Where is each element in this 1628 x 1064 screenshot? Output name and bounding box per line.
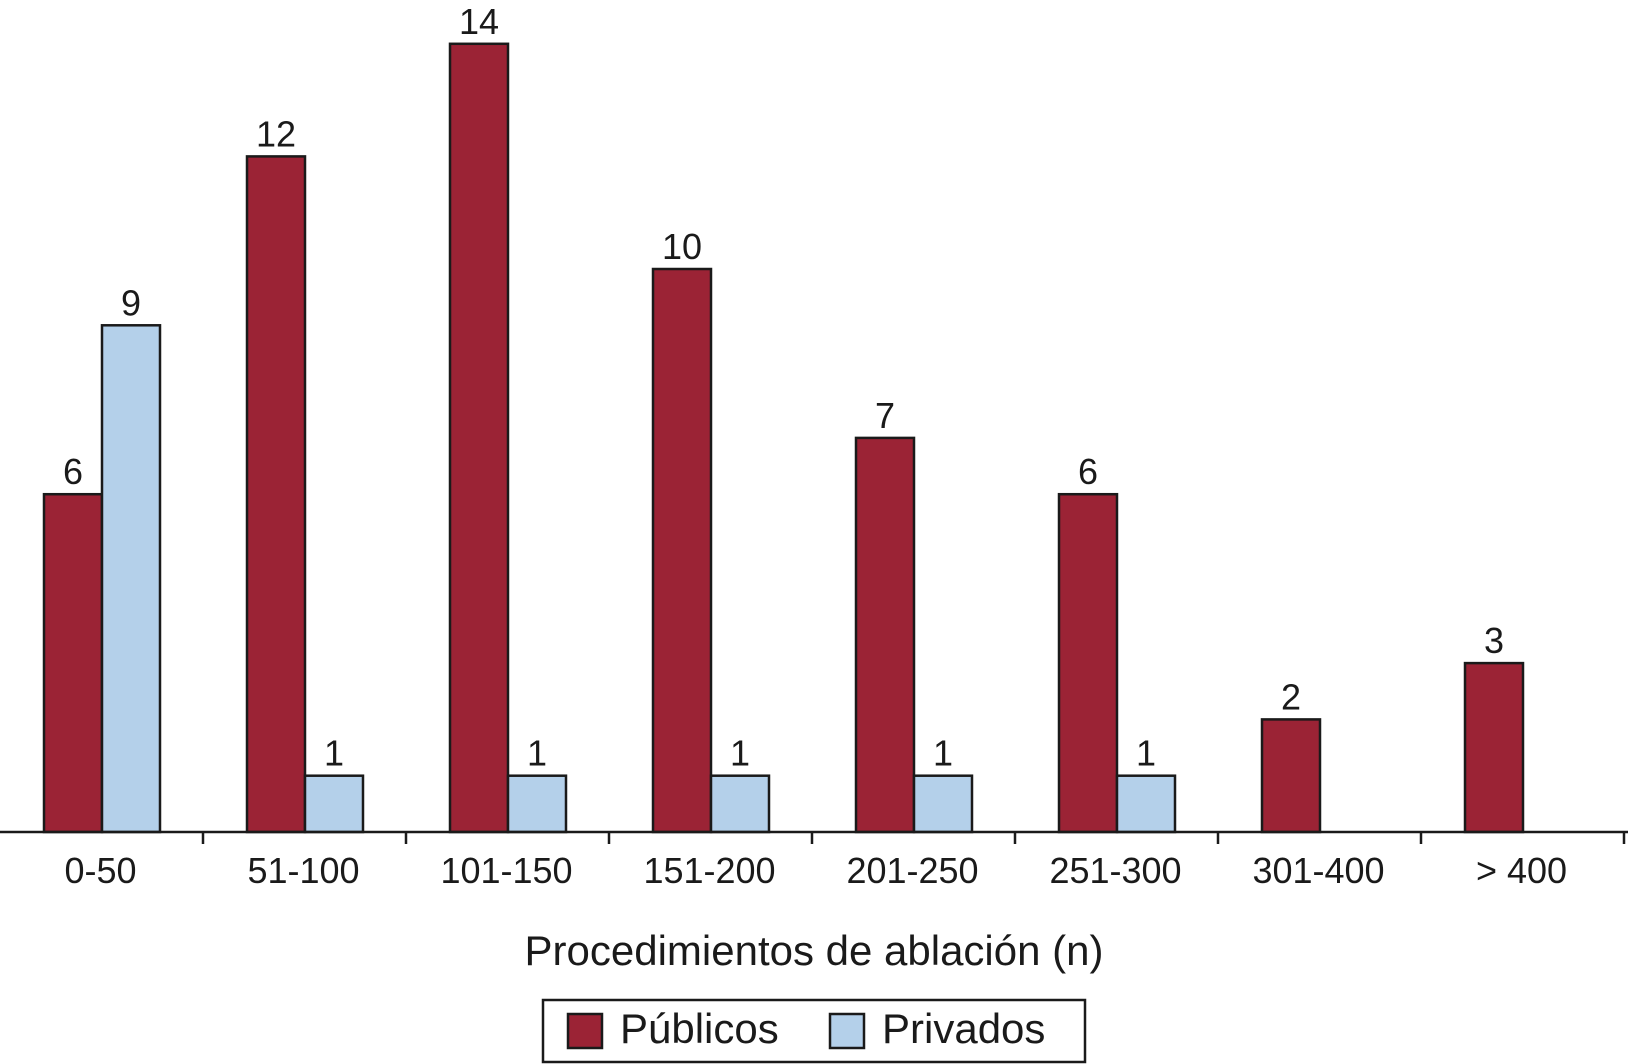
bars-group bbox=[42, 42, 1525, 834]
data-label-privados-1: 1 bbox=[324, 733, 344, 774]
bar-publicos-2 bbox=[448, 42, 510, 834]
legend-box bbox=[541, 998, 1087, 1064]
bar-privados-2 bbox=[506, 774, 568, 834]
x-tick-label-0: 0-50 bbox=[64, 850, 136, 891]
data-label-privados-3: 1 bbox=[730, 733, 750, 774]
x-tick-label-7: > 400 bbox=[1476, 850, 1567, 891]
x-tick-label-4: 201-250 bbox=[846, 850, 978, 891]
bar-publicos-5 bbox=[1057, 492, 1119, 834]
data-label-publicos-2: 14 bbox=[459, 1, 499, 42]
bar-publicos-7 bbox=[1463, 661, 1525, 834]
data-label-privados-0: 9 bbox=[121, 282, 141, 323]
x-tick-label-3: 151-200 bbox=[643, 850, 775, 891]
data-label-publicos-6: 2 bbox=[1281, 676, 1301, 717]
data-label-publicos-1: 12 bbox=[256, 113, 296, 154]
bar-privados-3 bbox=[709, 774, 771, 834]
x-axis-title: Procedimientos de ablación (n) bbox=[525, 927, 1104, 974]
data-label-publicos-7: 3 bbox=[1484, 620, 1504, 661]
bar-privados-0 bbox=[100, 324, 162, 834]
bar-publicos-0 bbox=[42, 492, 104, 834]
bar-publicos-4 bbox=[854, 436, 916, 834]
legend-label-privados: Privados bbox=[882, 1005, 1045, 1052]
bar-publicos-1 bbox=[245, 155, 307, 834]
legend-swatch-publicos bbox=[566, 1012, 604, 1050]
legend: Públicos Privados bbox=[541, 998, 1087, 1064]
data-label-publicos-4: 7 bbox=[875, 395, 895, 436]
data-label-privados-2: 1 bbox=[527, 733, 547, 774]
data-label-publicos-3: 10 bbox=[662, 226, 702, 267]
bar-privados-4 bbox=[912, 774, 974, 834]
x-tick-label-5: 251-300 bbox=[1049, 850, 1181, 891]
legend-label-publicos: Públicos bbox=[620, 1005, 779, 1052]
bar-privados-5 bbox=[1115, 774, 1177, 834]
bar-publicos-6 bbox=[1260, 718, 1322, 834]
bar-publicos-3 bbox=[651, 267, 713, 834]
data-label-privados-5: 1 bbox=[1136, 733, 1156, 774]
x-tick-label-2: 101-150 bbox=[440, 850, 572, 891]
x-tick-labels-group: 0-50 51-100 101-150 151-200 201-250 251-300 30… bbox=[64, 850, 1567, 891]
legend-swatch-privados bbox=[828, 1012, 866, 1050]
data-label-publicos-5: 6 bbox=[1078, 451, 1098, 492]
x-axis bbox=[0, 830, 1628, 844]
x-tick-label-6: 301-400 bbox=[1252, 850, 1384, 891]
x-tick-label-1: 51-100 bbox=[247, 850, 359, 891]
data-label-privados-4: 1 bbox=[933, 733, 953, 774]
data-label-publicos-0: 6 bbox=[63, 451, 83, 492]
bar-privados-1 bbox=[303, 774, 365, 834]
